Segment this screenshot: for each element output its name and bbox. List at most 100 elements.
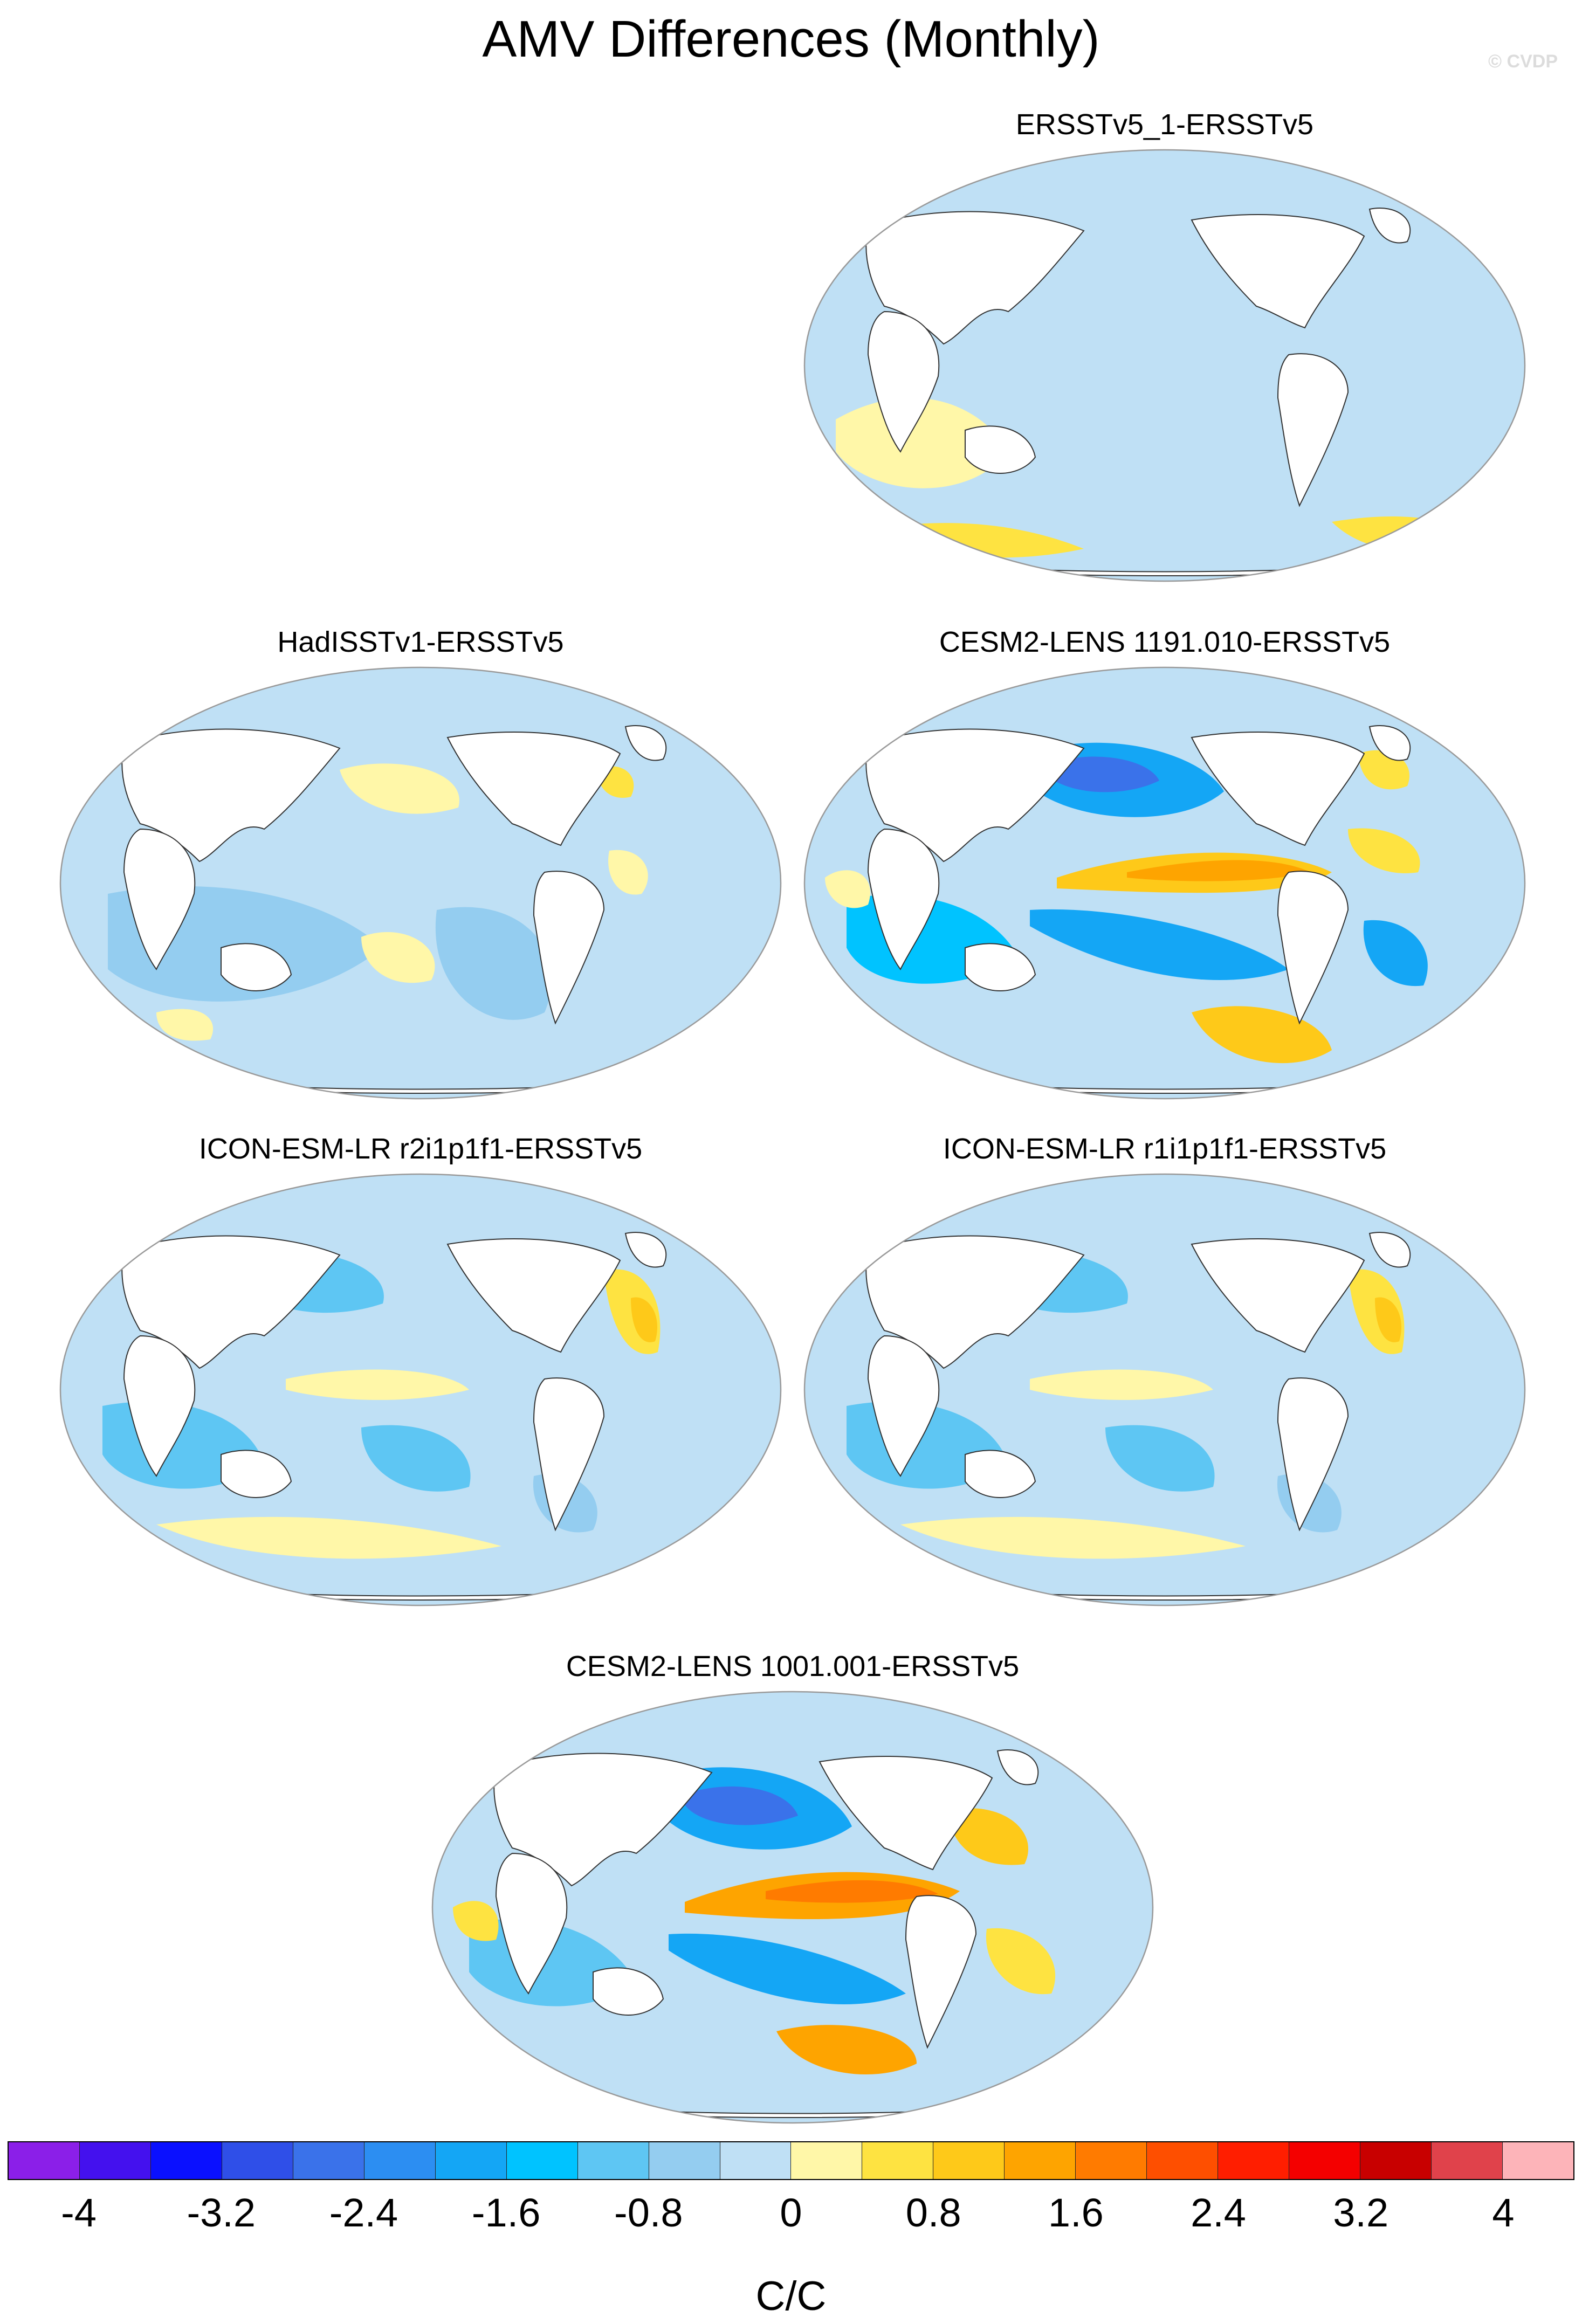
anomaly-region	[836, 397, 1008, 488]
colorbar-tick-label: 3.2	[1333, 2190, 1389, 2235]
anomaly-region	[949, 1808, 1029, 1865]
map-frame	[59, 1173, 782, 1606]
colorbar-swatch	[1076, 2142, 1147, 2179]
anomaly-region	[986, 1928, 1056, 1995]
land-outline	[123, 1335, 196, 1477]
map-panel: HadISSTv1-ERSSTv5	[49, 625, 793, 1132]
anomaly-region	[340, 763, 459, 814]
anomaly-region	[825, 870, 870, 908]
land-outline	[624, 1232, 667, 1268]
map-panel-title: ICON-ESM-LR r1i1p1f1-ERSSTv5	[943, 1133, 1387, 1165]
land-outline	[593, 1967, 664, 2016]
anomaly-region	[453, 1901, 499, 1941]
land-outline	[121, 728, 341, 863]
anomaly-region	[1192, 1006, 1332, 1064]
colorbar-swatch	[364, 2142, 436, 2179]
land-outline	[1368, 1232, 1411, 1268]
anomaly-region	[631, 1297, 657, 1342]
colorbar-swatch	[1360, 2142, 1432, 2179]
colorbar-units: C/C	[755, 2273, 827, 2319]
land-outline	[965, 1450, 1036, 1498]
land-outline	[1277, 1377, 1349, 1532]
land-outline	[1368, 725, 1411, 761]
land-outline	[1277, 353, 1349, 507]
anomaly-region	[1348, 828, 1420, 873]
colorbar-tick-label: 0.8	[905, 2190, 961, 2235]
anomaly-region	[1350, 381, 1395, 452]
colorbar-tick-label: 4	[1492, 2190, 1515, 2235]
anomaly-region	[286, 1369, 469, 1400]
map-frame	[803, 1173, 1526, 1606]
map-panel: ICON-ESM-LR r1i1p1f1-ERSSTv5	[793, 1132, 1537, 1639]
land-outline	[865, 728, 1085, 863]
land-outline	[533, 1377, 605, 1532]
anomaly-region	[900, 1516, 1246, 1559]
land-outline	[818, 1756, 993, 1871]
colorbar-tick-label: -3.2	[187, 2190, 256, 2235]
anomaly-region	[1030, 909, 1289, 981]
land-outline	[865, 211, 1085, 345]
map-frame	[431, 1691, 1154, 2124]
map-svg	[803, 666, 1526, 1100]
land-outline	[446, 732, 621, 846]
colorbar-swatch	[79, 2142, 151, 2179]
anomaly-region	[1127, 860, 1310, 881]
map-svg	[803, 1173, 1526, 1606]
map-panel: ICON-ESM-LR r2i1p1f1-ERSSTv5	[49, 1132, 793, 1639]
colorbar-swatch	[222, 2142, 293, 2179]
watermark: © CVDP	[1488, 51, 1558, 72]
anomaly-region	[685, 1786, 798, 1825]
land-outline	[867, 1335, 940, 1477]
land-outline	[1277, 871, 1349, 1025]
map-frame	[59, 666, 782, 1100]
map-panel-title: CESM2-LENS 1001.001-ERSSTv5	[566, 1650, 1020, 1682]
colorbar-swatch	[1289, 2142, 1361, 2179]
colorbar-swatch	[791, 2142, 863, 2179]
anomaly-region	[608, 850, 648, 895]
colorbar-tick-label: 2.4	[1191, 2190, 1246, 2235]
anomaly-region	[776, 2025, 917, 2074]
colorbar-tick-label: -4	[61, 2190, 97, 2235]
anomaly-region	[156, 1009, 214, 1041]
colorbar-swatch	[1005, 2142, 1076, 2179]
anomaly-region	[1105, 1425, 1215, 1492]
colorbar	[8, 2141, 1574, 2180]
land-outline	[1368, 208, 1411, 244]
colorbar-swatch	[150, 2142, 222, 2179]
anomaly-region	[1030, 1369, 1213, 1400]
colorbar-swatch	[1503, 2142, 1573, 2179]
anomaly-region	[156, 1516, 501, 1559]
colorbar-swatch	[9, 2142, 80, 2179]
map-panel: CESM2-LENS 1001.001-ERSSTv5	[421, 1650, 1165, 2156]
land-outline	[221, 1450, 292, 1498]
colorbar-tick-label: -0.8	[614, 2190, 683, 2235]
anomaly-region	[361, 932, 435, 983]
land-outline	[624, 725, 667, 761]
land-outline	[867, 311, 940, 453]
colorbar-swatch	[293, 2142, 364, 2179]
map-panel-title: ERSSTv5_1-ERSSTv5	[1015, 108, 1314, 141]
colorbar-swatch	[649, 2142, 720, 2179]
map-svg	[431, 1691, 1154, 2124]
land-outline	[1191, 732, 1365, 846]
map-frame	[803, 666, 1526, 1100]
colorbar-swatch	[435, 2142, 507, 2179]
map-frame	[803, 149, 1526, 582]
page-title: AMV Differences (Monthly)	[482, 10, 1100, 68]
colorbar-swatch	[933, 2142, 1005, 2179]
land-outline	[493, 1753, 713, 1887]
colorbar-swatch	[506, 2142, 578, 2179]
map-svg	[803, 149, 1526, 582]
anomaly-region	[669, 1933, 906, 2005]
land-outline	[446, 1238, 621, 1353]
land-outline	[865, 1235, 1085, 1369]
land-outline	[533, 871, 605, 1025]
land-outline	[905, 1895, 977, 2049]
map-panel: ERSSTv5_1-ERSSTv5	[793, 108, 1537, 615]
colorbar-swatch	[1147, 2142, 1219, 2179]
land-outline	[965, 943, 1036, 991]
anomaly-region	[766, 1880, 938, 1903]
anomaly-region	[1046, 756, 1159, 792]
colorbar-swatch	[1218, 2142, 1290, 2179]
map-panel-title: ICON-ESM-LR r2i1p1f1-ERSSTv5	[198, 1133, 643, 1165]
